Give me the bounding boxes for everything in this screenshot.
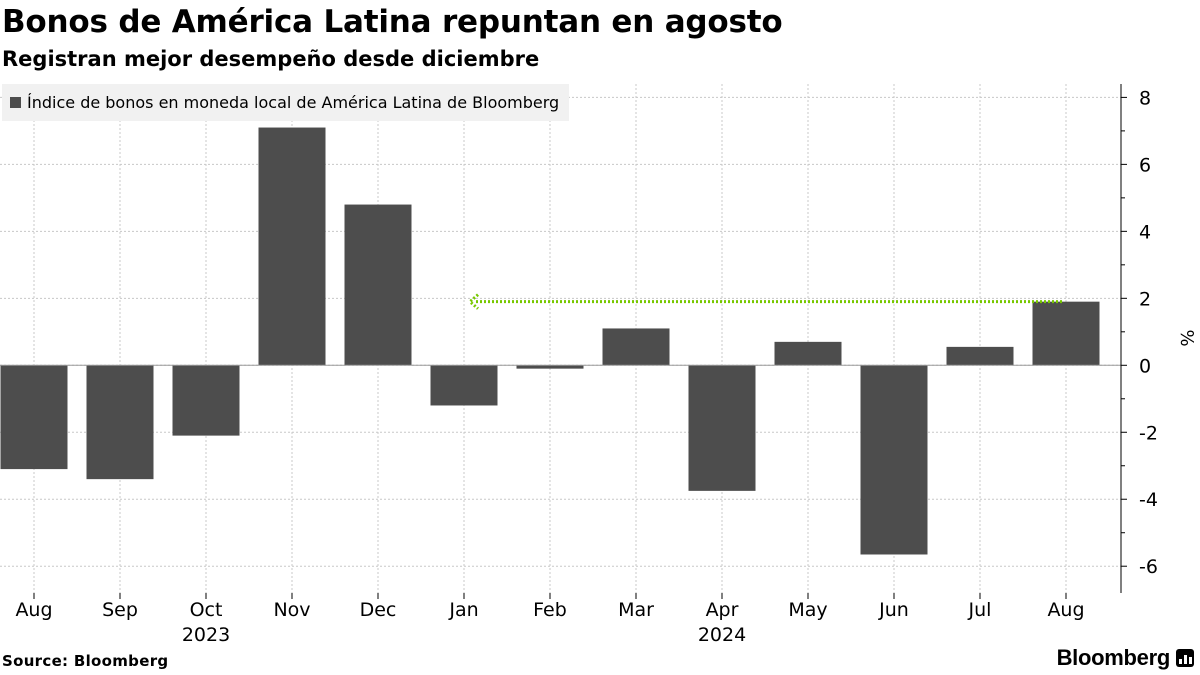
bar-feb-6 bbox=[516, 365, 584, 369]
x-tick-label: Dec bbox=[360, 599, 397, 621]
y-tick-label: 0 bbox=[1139, 355, 1151, 377]
x-tick-label: Sep bbox=[102, 599, 138, 621]
y-axis-unit-label: % bbox=[1176, 329, 1197, 346]
bar-dec-4 bbox=[344, 204, 412, 366]
y-tick-label: 8 bbox=[1139, 87, 1151, 109]
x-tick-label: Nov bbox=[273, 599, 310, 621]
bar-may-9 bbox=[774, 341, 842, 366]
brand-logo: Bloomberg bbox=[1057, 645, 1194, 671]
y-tick-label: 2 bbox=[1139, 288, 1151, 310]
legend-label: Índice de bonos en moneda local de Améri… bbox=[27, 93, 560, 112]
bar-jan-5 bbox=[430, 365, 498, 406]
x-tick-label: Feb bbox=[533, 599, 567, 621]
chart-subtitle: Registran mejor desempeño desde diciembr… bbox=[2, 47, 540, 71]
year-label-2023: 2023 bbox=[182, 624, 230, 646]
chart-title: Bonos de América Latina repuntan en agos… bbox=[2, 4, 783, 40]
x-tick-label: Jun bbox=[878, 599, 909, 621]
x-tick-label: Oct bbox=[190, 599, 223, 621]
bar-sep-1 bbox=[86, 365, 154, 480]
bar-aug-12 bbox=[1032, 301, 1100, 366]
x-tick-label: Mar bbox=[618, 599, 654, 621]
y-tick-label: -4 bbox=[1139, 489, 1158, 511]
y-tick-label: -2 bbox=[1139, 422, 1158, 444]
bar-oct-2 bbox=[172, 365, 240, 436]
annotation-arrowhead bbox=[467, 293, 479, 310]
y-tick-label: -6 bbox=[1139, 556, 1158, 578]
legend-swatch bbox=[10, 97, 21, 108]
x-tick-label: May bbox=[788, 599, 827, 621]
x-tick-label: Jan bbox=[448, 599, 478, 621]
y-tick-label: 4 bbox=[1139, 221, 1151, 243]
x-tick-label: Jul bbox=[968, 599, 992, 621]
bar-apr-8 bbox=[688, 365, 756, 491]
bar-jul-11 bbox=[946, 346, 1014, 366]
y-tick-label: 6 bbox=[1139, 154, 1151, 176]
bar-nov-3 bbox=[258, 127, 326, 366]
x-tick-label: Aug bbox=[15, 599, 52, 621]
source-note: Source: Bloomberg bbox=[2, 652, 169, 670]
brand-name: Bloomberg bbox=[1056, 645, 1171, 670]
x-tick-label: Aug bbox=[1047, 599, 1084, 621]
bar-aug-0 bbox=[0, 365, 68, 470]
chart-legend: Índice de bonos en moneda local de Améri… bbox=[2, 84, 570, 121]
bar-mar-7 bbox=[602, 328, 670, 366]
x-tick-label: Apr bbox=[706, 599, 739, 621]
year-label-2024: 2024 bbox=[698, 624, 746, 646]
bar-jun-10 bbox=[860, 365, 928, 555]
bloomberg-terminal-icon bbox=[1176, 649, 1194, 667]
